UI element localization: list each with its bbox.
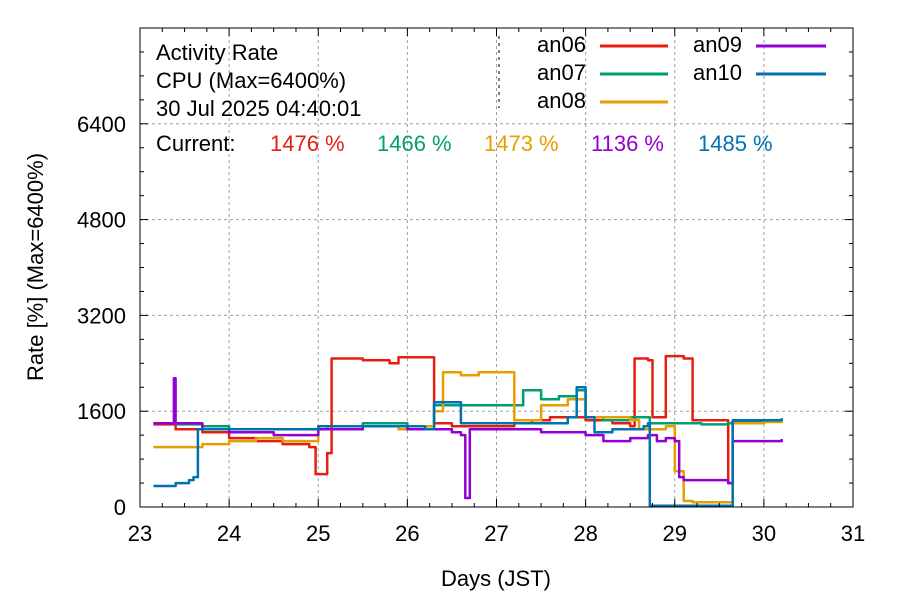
plot-lines (153, 354, 783, 508)
series-line-an09 (153, 377, 783, 500)
x-tick-label: 26 (395, 521, 419, 546)
x-tick-label: 27 (484, 521, 508, 546)
legend-label-an09: an09 (693, 32, 742, 57)
legend-label-an08: an08 (537, 88, 586, 113)
axis-ticks (139, 28, 854, 508)
tick-labels: 23 24 25 26 27 28 29 30 31 0 1600 3200 4800 6400 (77, 112, 865, 546)
x-tick-label: 24 (217, 521, 241, 546)
series-line-an08 (153, 371, 783, 504)
current-values: 1476 % 1466 % 1473 % 1136 % 1485 % (270, 131, 773, 156)
series-line-an06 (153, 354, 782, 485)
current-value-an08: 1473 % (484, 131, 559, 156)
title-line-3: 30 Jul 2025 04:40:01 (156, 96, 362, 121)
current-value-an07: 1466 % (377, 131, 452, 156)
y-axis-label: Rate [%] (Max=6400%) (23, 153, 48, 381)
current-value-an10: 1485 % (698, 131, 773, 156)
x-tick-label: 30 (752, 521, 776, 546)
y-tick-label: 6400 (77, 112, 126, 137)
y-tick-label: 0 (114, 495, 126, 520)
current-value-an06: 1476 % (270, 131, 345, 156)
y-tick-label: 1600 (77, 399, 126, 424)
title-line-2: CPU (Max=6400%) (156, 68, 346, 93)
x-tick-label: 29 (663, 521, 687, 546)
title-line-1: Activity Rate (156, 40, 278, 65)
x-tick-label: 28 (573, 521, 597, 546)
x-tick-label: 23 (128, 521, 152, 546)
legend: an06 an07 an08 an09 an10 (537, 32, 826, 113)
x-tick-label: 25 (306, 521, 330, 546)
x-tick-label: 31 (841, 521, 865, 546)
current-label: Current: (156, 131, 235, 156)
legend-label-an10: an10 (693, 60, 742, 85)
y-tick-label: 3200 (77, 303, 126, 328)
y-tick-label: 4800 (77, 208, 126, 233)
grid-lines (140, 28, 853, 507)
x-axis-label: Days (JST) (441, 566, 551, 591)
legend-label-an07: an07 (537, 60, 586, 85)
legend-label-an06: an06 (537, 32, 586, 57)
series-line-an10 (153, 386, 783, 508)
current-value-an09: 1136 % (591, 131, 664, 156)
